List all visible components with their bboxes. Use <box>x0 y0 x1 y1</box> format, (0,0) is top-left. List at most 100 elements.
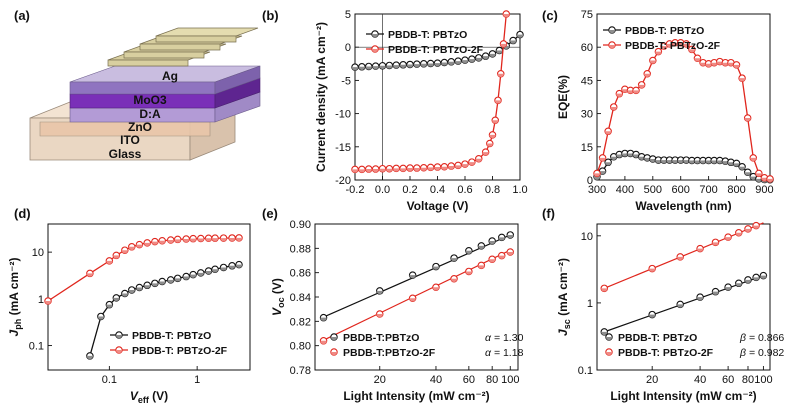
data-point-b-0 <box>392 61 400 69</box>
data-point-d-0 <box>112 294 121 302</box>
data-point-d-0 <box>204 267 213 275</box>
series-line-d-0 <box>89 263 240 357</box>
panel-e: (e) 20 40 60 80 100 0.78 0.80 0.82 0.84 0.86 0.88 0.… <box>262 206 524 403</box>
legend-entry-c-0: PBDB-T: PBTzO <box>603 25 704 37</box>
data-point-f-1 <box>735 229 743 237</box>
data-point-e-1 <box>376 310 384 318</box>
layer-label-zno: ZnO <box>128 120 152 134</box>
y-tick-label-c: 60 <box>581 42 593 54</box>
data-point-b-1 <box>371 165 380 173</box>
x-axis-title-d: Veff (V) <box>130 389 168 405</box>
data-point-d-1 <box>44 297 52 305</box>
data-point-c-0 <box>749 172 758 181</box>
legend-swatch-marker <box>605 333 613 341</box>
data-point-b-1 <box>485 139 494 148</box>
data-point-c-0 <box>721 157 730 165</box>
series-b-0 <box>351 30 524 71</box>
data-point-d-1 <box>112 251 121 260</box>
data-point-c-1 <box>643 70 651 78</box>
data-point-b-0 <box>419 60 428 68</box>
y-tick-label-e: 0.90 <box>290 219 311 231</box>
data-point-c-1 <box>604 127 612 136</box>
panel-label-e: (e) <box>262 206 278 221</box>
data-point-c-0 <box>732 159 741 168</box>
data-point-b-1 <box>364 165 373 173</box>
fit-annotation: α = 1.30 <box>485 332 524 344</box>
data-point-d-1 <box>158 237 166 245</box>
data-point-c-1 <box>766 175 774 183</box>
layer-label-ito: ITO <box>120 133 140 147</box>
data-point-c-0 <box>654 156 663 164</box>
x-axis-title-e: Light Intensity (mW cm⁻²) <box>343 389 489 403</box>
data-point-b-1 <box>358 165 366 174</box>
y-tick-label-c: 0 <box>587 175 593 187</box>
data-point-b-1 <box>392 164 400 173</box>
data-point-d-0 <box>151 279 159 288</box>
data-point-b-1 <box>502 10 510 18</box>
data-point-b-0 <box>454 57 462 65</box>
y-tick-label-e: 0.78 <box>290 365 311 377</box>
x-tick-label-c: 800 <box>727 184 745 196</box>
data-point-e-1 <box>432 283 440 292</box>
data-point-d-1 <box>228 234 236 242</box>
ag-electrodes <box>107 27 259 67</box>
legend-entry-d-1: PBDB-T: PBTzO-2F <box>110 345 228 357</box>
layer-label-glass: Glass <box>109 147 142 161</box>
data-point-b-0 <box>358 63 366 71</box>
legend-swatch-marker <box>605 348 613 356</box>
x-tick-label-f: 40 <box>694 374 706 386</box>
plot-frame-f <box>596 223 771 371</box>
layer-label-da: D:A <box>139 107 161 121</box>
data-point-e-1 <box>477 261 486 270</box>
legend-entry-d-0: PBDB-T: PBTzO <box>110 330 211 342</box>
data-point-d-0 <box>182 272 190 281</box>
data-point-f-0 <box>648 310 656 319</box>
panel-label-b: (b) <box>262 8 279 23</box>
data-point-d-1 <box>105 257 114 265</box>
data-point-c-1 <box>609 103 618 111</box>
legend-label: PBDB-T: PBTzO <box>618 332 697 344</box>
panel-label-d: (d) <box>14 206 31 221</box>
x-tick-label-c: 900 <box>755 184 773 196</box>
data-point-f-1 <box>600 284 609 293</box>
x-tick-label-b: 0.6 <box>457 184 472 196</box>
data-point-c-1 <box>593 169 601 178</box>
data-point-b-1 <box>413 164 421 172</box>
legend-label: PBDB-T: PBTzO-2F <box>625 40 721 52</box>
data-point-b-1 <box>433 163 442 171</box>
data-point-d-1 <box>173 235 182 244</box>
data-point-d-0 <box>143 281 151 290</box>
data-point-c-0 <box>743 168 752 177</box>
data-point-c-0 <box>710 156 718 165</box>
legend-swatch-marker <box>330 348 338 356</box>
y-tick-label-b: 5 <box>345 9 351 21</box>
data-point-d-1 <box>189 234 197 243</box>
data-point-e-0 <box>376 287 384 295</box>
data-point-b-0 <box>433 59 442 67</box>
panel-b: (b) -0.2 0.0 0.2 0.4 0.6 0.8 1.0 -20 -15 -10 -5 0 5 Vo… <box>262 8 528 213</box>
data-point-b-0 <box>378 62 387 70</box>
legend-swatch-marker <box>115 331 123 339</box>
data-point-e-0 <box>488 237 496 245</box>
x-tick-label-b: 0.8 <box>485 184 500 196</box>
x-tick-label-c: 600 <box>672 184 690 196</box>
y-tick-label-e: 0.88 <box>290 243 311 255</box>
data-point-d-1 <box>86 269 94 278</box>
data-point-c-0 <box>738 162 746 171</box>
y-axis-title-b: Current density (mA cm⁻²) <box>314 22 328 172</box>
y-tick-label-f: 1 <box>587 298 593 310</box>
data-point-f-1 <box>752 221 760 230</box>
layer-label-ag: Ag <box>162 69 178 83</box>
data-point-d-0 <box>158 277 166 286</box>
data-point-c-1 <box>688 45 696 54</box>
data-point-b-0 <box>426 59 435 68</box>
data-point-d-1 <box>128 243 136 251</box>
x-tick-label-b: 0.4 <box>430 184 445 196</box>
series-d-1 <box>44 234 243 305</box>
data-point-b-0 <box>495 46 504 55</box>
data-point-c-1 <box>676 39 685 47</box>
x-tick-label-d: 1 <box>194 374 200 386</box>
data-point-c-1 <box>649 56 657 65</box>
layer-label-moo3: MoO3 <box>133 93 167 107</box>
data-point-f-0 <box>676 300 684 309</box>
